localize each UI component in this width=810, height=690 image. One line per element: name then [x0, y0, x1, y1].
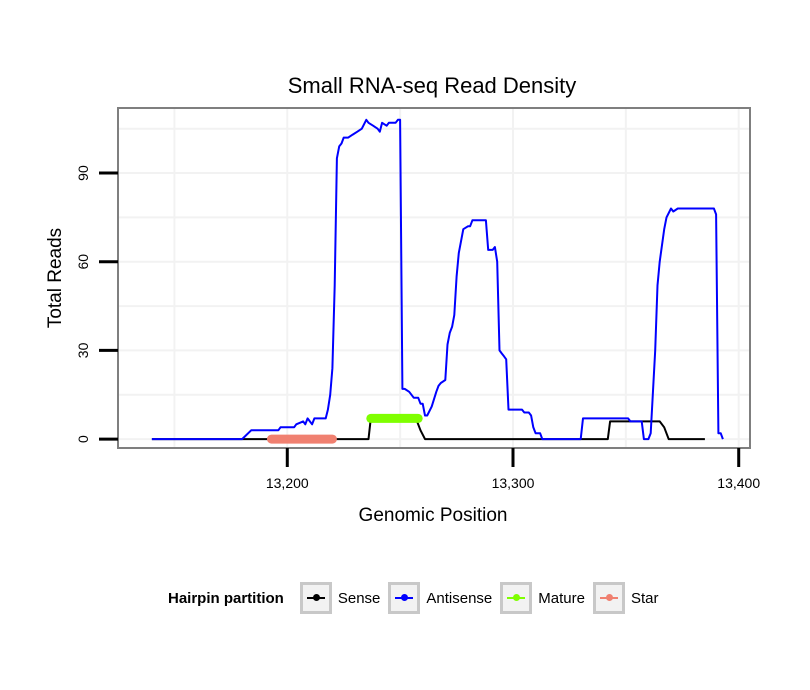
legend-dot-sense	[312, 594, 320, 601]
legend-key-star	[592, 582, 625, 614]
legend-label-star: Star	[630, 589, 659, 607]
y-tick-label: 0	[75, 435, 91, 443]
legend-label-mature: Mature	[538, 589, 585, 607]
legend-title: Hairpin partition	[168, 589, 284, 607]
legend-label-sense: Sense	[337, 589, 381, 607]
chart-title: Small RNA-seq Read Density	[288, 73, 577, 98]
legend-key-mature	[500, 582, 533, 614]
x-tick-label: 13,400	[717, 475, 760, 491]
legend-item-sense: Sense	[299, 582, 385, 614]
legend: Hairpin partition Sense Antisense Mature…	[168, 578, 666, 618]
plot-panel	[117, 107, 751, 449]
legend-label-antisense: Antisense	[426, 589, 493, 607]
y-axis-label: Total Reads	[45, 228, 66, 328]
x-tick-label: 13,300	[492, 475, 535, 491]
series-antisense-line	[151, 118, 724, 441]
axes: 0 30 60 90 13,200 13,300 13,400	[75, 165, 760, 491]
legend-item-star: Star	[592, 582, 663, 614]
legend-key-antisense	[388, 582, 421, 614]
x-tick-label: 13,200	[266, 475, 309, 491]
y-tick-label: 30	[75, 342, 91, 358]
legend-key-sense	[299, 582, 332, 614]
x-axis-label: Genomic Position	[359, 505, 508, 526]
legend-dot-star	[605, 594, 613, 601]
data-series	[151, 118, 724, 444]
y-tick-label: 60	[75, 254, 91, 270]
legend-dot-mature	[513, 594, 521, 601]
legend-item-antisense: Antisense	[388, 582, 496, 614]
legend-item-mature: Mature	[500, 582, 589, 614]
y-tick-label: 90	[75, 165, 91, 181]
legend-dot-antisense	[401, 594, 409, 601]
